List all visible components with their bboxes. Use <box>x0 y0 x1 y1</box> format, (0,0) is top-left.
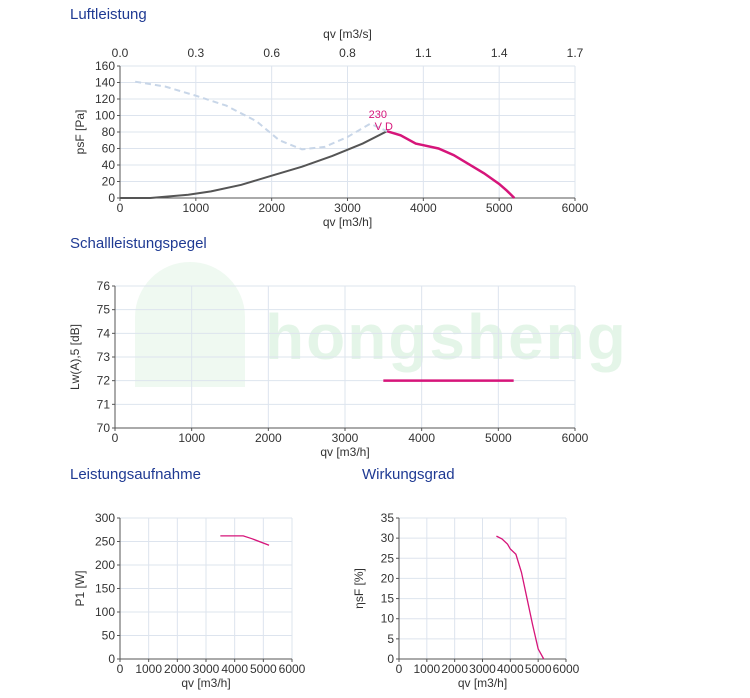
x-tick-label: 6000 <box>279 662 306 676</box>
top-tick-label: 1.1 <box>415 46 432 60</box>
y-tick-label: 150 <box>95 582 115 596</box>
top-tick-label: 0.8 <box>339 46 356 60</box>
x-tick-label: 5000 <box>486 201 513 215</box>
y-tick-label: 30 <box>381 531 395 545</box>
x-tick-label: 2000 <box>255 431 282 445</box>
title-wirkungsgrad: Wirkungsgrad <box>362 466 455 483</box>
x-tick-label: 2000 <box>258 201 285 215</box>
y-tick-label: 120 <box>95 92 115 106</box>
watermark-logo <box>135 262 245 387</box>
title-luftleistung: Luftleistung <box>70 6 147 23</box>
y-tick-label: 20 <box>102 175 116 189</box>
y-tick-label: 72 <box>97 374 111 388</box>
x-tick-label: 4000 <box>408 431 435 445</box>
y-tick-label: 0 <box>108 191 115 205</box>
y-tick-label: 100 <box>95 109 115 123</box>
y-tick-label: 300 <box>95 511 115 525</box>
series-dark-line <box>120 130 388 199</box>
y-axis-label: ηsF [%] <box>352 568 366 609</box>
y-tick-label: 35 <box>381 511 395 525</box>
top-tick-label: 1.7 <box>567 46 584 60</box>
x-tick-label: 0 <box>117 201 124 215</box>
y-tick-label: 73 <box>97 350 111 364</box>
x-tick-label: 6000 <box>553 662 580 676</box>
y-tick-label: 40 <box>102 158 116 172</box>
curve-annotation: 230 <box>369 109 387 121</box>
x-tick-label: 0 <box>112 431 119 445</box>
x-tick-label: 5000 <box>485 431 512 445</box>
y-tick-label: 15 <box>381 592 395 606</box>
y-tick-label: 20 <box>381 571 395 585</box>
x-tick-label: 0 <box>117 662 124 676</box>
y-tick-label: 100 <box>95 605 115 619</box>
x-tick-label: 5000 <box>250 662 277 676</box>
x-tick-label: 6000 <box>562 431 589 445</box>
y-axis-label: psF [Pa] <box>73 110 87 155</box>
series-dashed-line <box>135 80 388 151</box>
y-tick-label: 50 <box>102 629 116 643</box>
top-tick-label: 0.6 <box>263 46 280 60</box>
watermark: hongsheng <box>265 301 628 373</box>
x-tick-label: 3000 <box>193 662 220 676</box>
title-schallleistungspegel: Schallleistungspegel <box>70 235 207 252</box>
series-pinkthin-line <box>220 535 270 546</box>
y-tick-label: 0 <box>108 652 115 666</box>
x-tick-label: 1000 <box>135 662 162 676</box>
x-tick-label: 2000 <box>441 662 468 676</box>
top-tick-label: 0.3 <box>187 46 204 60</box>
curve-annotation: V D <box>375 121 393 133</box>
series-pinkthin-line <box>496 535 545 660</box>
y-axis-label: Lw(A),5 [dB] <box>68 324 82 390</box>
x-tick-label: 6000 <box>562 201 589 215</box>
x-tick-label: 4000 <box>221 662 248 676</box>
y-tick-label: 75 <box>97 303 111 317</box>
x-tick-label: 4000 <box>410 201 437 215</box>
y-tick-label: 70 <box>97 421 111 435</box>
top-tick-label: 1.4 <box>491 46 508 60</box>
y-tick-label: 10 <box>381 612 395 626</box>
y-tick-label: 160 <box>95 59 115 73</box>
series-pink-line <box>386 129 516 199</box>
x-tick-label: 5000 <box>525 662 552 676</box>
y-tick-label: 200 <box>95 558 115 572</box>
x-axis-label: qv [m3/h] <box>458 676 507 690</box>
y-tick-label: 80 <box>102 125 116 139</box>
y-tick-label: 60 <box>102 142 116 156</box>
top-tick-label: 0.0 <box>112 46 129 60</box>
x-tick-label: 1000 <box>178 431 205 445</box>
y-tick-label: 140 <box>95 76 115 90</box>
x-tick-label: 1000 <box>413 662 440 676</box>
y-tick-label: 0 <box>387 652 394 666</box>
x-axis-label: qv [m3/h] <box>323 215 372 229</box>
top-axis-label: qv [m3/s] <box>323 27 372 41</box>
y-axis-label: P1 [W] <box>73 570 87 606</box>
x-tick-label: 3000 <box>332 431 359 445</box>
title-leistungsaufnahme: Leistungsaufnahme <box>70 466 201 483</box>
x-axis-label: qv [m3/h] <box>320 445 369 459</box>
x-tick-label: 4000 <box>497 662 524 676</box>
x-axis-label: qv [m3/h] <box>181 676 230 690</box>
x-tick-label: 3000 <box>469 662 496 676</box>
y-tick-label: 25 <box>381 551 395 565</box>
x-tick-label: 1000 <box>182 201 209 215</box>
x-tick-label: 2000 <box>164 662 191 676</box>
y-tick-label: 5 <box>387 632 394 646</box>
y-tick-label: 250 <box>95 535 115 549</box>
x-tick-label: 0 <box>396 662 403 676</box>
y-tick-label: 71 <box>97 397 111 411</box>
x-tick-label: 3000 <box>334 201 361 215</box>
y-tick-label: 74 <box>97 326 111 340</box>
y-tick-label: 76 <box>97 279 111 293</box>
